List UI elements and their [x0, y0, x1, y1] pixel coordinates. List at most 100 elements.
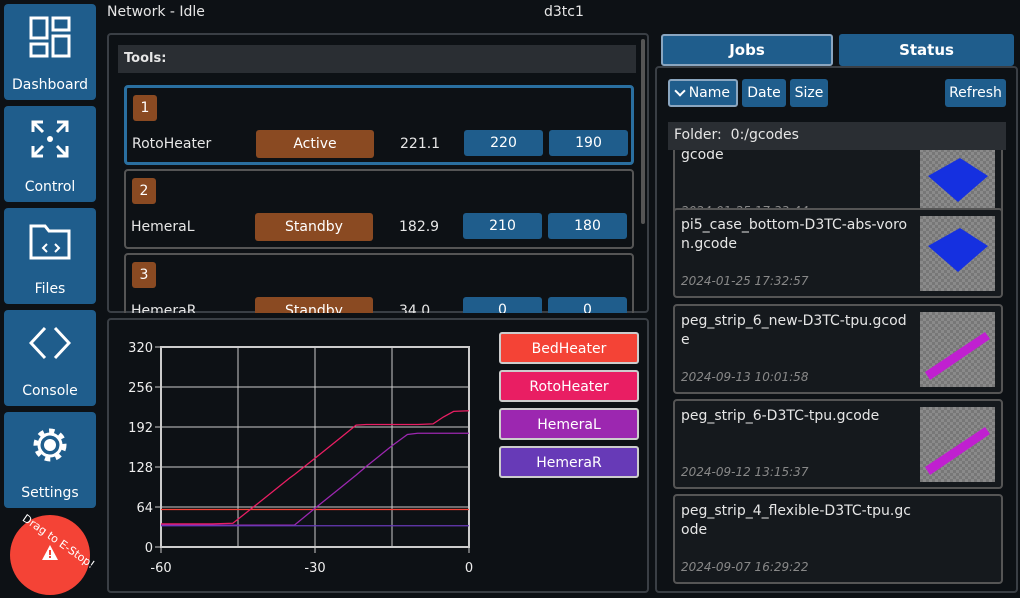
- tool-name: HemeraL: [131, 219, 195, 235]
- nav-button[interactable]: Files: [4, 208, 96, 304]
- folder-label: Folder:: [674, 127, 722, 143]
- tool-current: 182.9: [399, 219, 440, 235]
- y-tick-label: 0: [145, 541, 153, 556]
- host: d3tc1: [544, 4, 584, 20]
- chevron: [674, 85, 686, 97]
- legend-label: RotoHeater: [529, 379, 609, 395]
- series-line: [161, 410, 470, 525]
- thumbnail: [920, 312, 995, 387]
- nav-label: Dashboard: [12, 77, 88, 93]
- folder-bar: Folder: 0:/gcodes: [668, 122, 1006, 150]
- legend-label: HemeraL: [537, 417, 601, 433]
- file-date: 2024-09-13 10:01:58: [681, 370, 809, 384]
- tools-list: 1 RotoHeater Active 221.1 220 190 2 HemeraL Stan…: [118, 81, 638, 313]
- file-name: gcode: [681, 150, 724, 163]
- y-tick-label: 192: [128, 421, 153, 436]
- nav-icon: [31, 120, 69, 158]
- file-card[interactable]: peg_strip_6_new-D3TC-tpu.gcode 2024-09-13…: [673, 304, 1003, 394]
- x-tick-label: 0: [465, 561, 473, 576]
- tab[interactable]: Jobs: [661, 34, 833, 66]
- file-card[interactable]: pi5_case_bottom-D3TC-abs-voron.gcode 2024…: [673, 208, 1003, 298]
- model: [925, 427, 990, 475]
- legend-button[interactable]: [499, 408, 639, 440]
- tool-current: 221.1: [400, 136, 441, 152]
- file-date: 2024-09-12 13:15:37: [681, 465, 809, 479]
- nav-button[interactable]: Console: [4, 310, 96, 406]
- tool-state[interactable]: Standby: [255, 297, 373, 313]
- file-name: peg_strip_4_flexible-D3TC-tpu.gcode: [681, 503, 911, 538]
- tool-name: RotoHeater: [132, 136, 212, 152]
- file-name: pi5_case_bottom-D3TC-abs-voron.gcode: [681, 217, 908, 252]
- tools-title: Tools:: [118, 45, 636, 73]
- file-card[interactable]: peg_strip_4_flexible-D3TC-tpu.gcode 2024-…: [673, 494, 1003, 584]
- nav-button[interactable]: Settings: [4, 412, 96, 508]
- nav-label: Console: [22, 383, 78, 399]
- sidebar: Dashboard Control Files Console Settings: [0, 0, 100, 598]
- thumbnail: [920, 216, 995, 291]
- model: [925, 332, 990, 380]
- nav-label: Settings: [21, 485, 79, 501]
- tool-number: 2: [132, 178, 156, 204]
- y-tick-label: 128: [128, 461, 153, 476]
- legend-button[interactable]: [499, 332, 639, 364]
- sort-label: Size: [794, 85, 824, 101]
- tab[interactable]: Status: [839, 34, 1014, 66]
- y-tick-label: 64: [136, 501, 153, 516]
- sort-button[interactable]: Size: [790, 79, 828, 107]
- tool-state[interactable]: Active: [256, 130, 374, 158]
- refresh-button[interactable]: Refresh: [945, 79, 1006, 107]
- file-name: peg_strip_6_new-D3TC-tpu.gcode: [681, 313, 907, 348]
- file-date: 2024-09-07 16:29:22: [681, 560, 809, 574]
- tool-card[interactable]: 1 RotoHeater Active 221.1 220 190: [124, 85, 634, 165]
- nav-icon: [29, 326, 71, 360]
- x-tick-label: -30: [304, 561, 325, 576]
- sort-bar: Name Date Size: [668, 78, 868, 108]
- nav-icon: [29, 224, 71, 260]
- tool-card[interactable]: 2 HemeraL Standby 182.9 210 180: [124, 169, 634, 249]
- file-date: 2024-01-25 17:32:57: [681, 274, 809, 288]
- file-card[interactable]: peg_strip_6-D3TC-tpu.gcode 2024-09-12 13:…: [673, 399, 1003, 489]
- nav-button[interactable]: Control: [4, 106, 96, 202]
- nav-label: Files: [34, 281, 66, 297]
- warning-icon: [42, 545, 58, 560]
- y-tick-label: 320: [128, 341, 153, 356]
- tool-standby[interactable]: 190: [549, 130, 628, 156]
- tool-number: 1: [133, 95, 157, 121]
- sort-button[interactable]: Name: [668, 79, 738, 107]
- sort-label: Name: [688, 85, 730, 101]
- tabs: Jobs Status: [660, 33, 1016, 66]
- file-name: peg_strip_6-D3TC-tpu.gcode: [681, 408, 880, 424]
- nav-label: Control: [24, 179, 76, 195]
- legend-button[interactable]: [499, 370, 639, 402]
- tool-standby[interactable]: 180: [548, 213, 627, 239]
- x-tick-label: -60: [150, 561, 171, 576]
- tool-active[interactable]: 0: [463, 297, 542, 313]
- tool-current: 34.0: [399, 303, 431, 313]
- tools-panel: Tools: 1 RotoHeater Active 221.1 220 190 2 Heme…: [107, 33, 649, 313]
- model: [928, 158, 988, 202]
- sort-button[interactable]: Date: [742, 79, 786, 107]
- tool-number: 3: [132, 262, 156, 288]
- legend-button[interactable]: [499, 446, 639, 478]
- scrollbar: [641, 39, 645, 224]
- tool-standby[interactable]: 0: [548, 297, 627, 313]
- tool-active[interactable]: 210: [463, 213, 542, 239]
- jobs-panel: Name Date Size Refresh Folder: 0:/gcodes g…: [655, 66, 1018, 593]
- tool-name: HemeraR: [131, 303, 197, 313]
- legend-label: HemeraR: [536, 455, 602, 471]
- tool-card[interactable]: 3 HemeraR Standby 34.0 0 0: [124, 253, 634, 313]
- thumbnail: [920, 407, 995, 482]
- tool-state[interactable]: Standby: [255, 213, 373, 241]
- tool-active[interactable]: 220: [464, 130, 543, 156]
- folder-path: 0:/gcodes: [730, 127, 799, 143]
- nav-icon: [29, 16, 71, 58]
- legend-label: BedHeater: [532, 341, 607, 357]
- nav-button[interactable]: Dashboard: [4, 4, 96, 100]
- nav-icon: [33, 428, 67, 462]
- model: [928, 228, 988, 272]
- y-tick-label: 256: [128, 381, 153, 396]
- estop[interactable]: Drag to E-Stop!: [10, 512, 97, 595]
- status: Network - Idle: [107, 4, 205, 20]
